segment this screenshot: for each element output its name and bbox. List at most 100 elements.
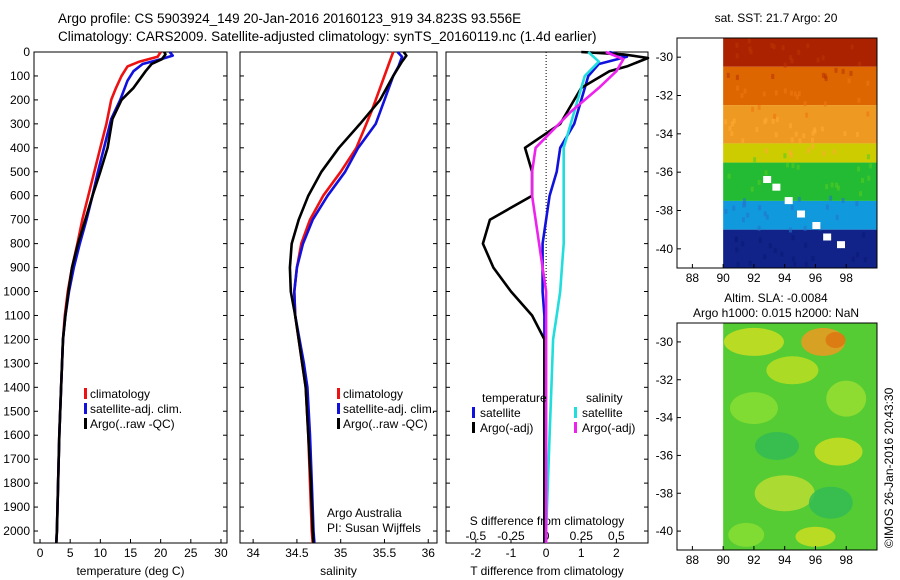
map-side-label: ©IMOS 26-Jan-2016 20:43:30 <box>882 387 896 548</box>
sst-speckle <box>821 55 825 61</box>
sst-speckle <box>834 67 838 73</box>
series-line-argorawqc <box>55 51 167 544</box>
y-tick-label: 1800 <box>3 476 30 490</box>
x-tick-label: 35.5 <box>373 546 397 560</box>
sst-speckle <box>823 101 827 107</box>
sst-speckle <box>868 163 872 169</box>
sst-speckle <box>857 97 861 103</box>
map-y-tick-label: -32 <box>656 373 674 387</box>
sst-speckle <box>736 261 740 267</box>
y-tick-label: 0 <box>23 45 30 59</box>
y-tick-label: 2000 <box>3 524 30 538</box>
legend-title: temperature <box>482 391 547 405</box>
y-tick-label: 1400 <box>3 380 30 394</box>
sst-speckle <box>743 88 747 94</box>
sst-speckle <box>862 232 866 238</box>
legend-title: salinity <box>586 391 623 405</box>
sla-blob <box>766 356 819 385</box>
annotation-line: Argo Australia <box>327 506 402 520</box>
map-x-tick-label: 96 <box>809 271 823 285</box>
sst-speckle <box>791 235 795 241</box>
legend-label: satellite-adj. clim. <box>90 402 182 416</box>
sst-speckle <box>741 138 745 144</box>
y-tick-label: 1200 <box>3 332 30 346</box>
sst-speckle <box>790 204 794 210</box>
legend-swatch <box>337 403 340 414</box>
legend-label: Argo(..raw -QC) <box>343 417 428 431</box>
sst-speckle <box>829 195 833 201</box>
sst-speckle <box>771 118 775 124</box>
sst-speckle <box>741 217 745 223</box>
sla-blob <box>825 332 846 349</box>
sst-speckle <box>790 137 794 143</box>
legend-label: climatology <box>90 387 150 401</box>
sst-speckle <box>774 132 778 138</box>
map-x-tick-label: 92 <box>747 553 761 567</box>
sst-speckle <box>797 196 801 202</box>
sst-speckle <box>783 153 787 159</box>
series-line-satellite <box>541 50 629 543</box>
sst-speckle <box>783 88 787 94</box>
x-tick-label: -2 <box>471 546 482 560</box>
sst-speckle <box>748 260 752 266</box>
sst-speckle <box>764 117 768 123</box>
sst-speckle <box>740 93 744 99</box>
sst-speckle <box>727 173 731 179</box>
sst-speckle <box>867 175 871 181</box>
sst-speckle <box>797 49 801 55</box>
masked-patch <box>763 176 772 183</box>
sst-band <box>723 143 877 163</box>
sla-blob <box>814 437 863 466</box>
sst-speckle <box>735 53 739 59</box>
y-tick-label: 300 <box>10 117 30 131</box>
map-x-tick-label: 98 <box>840 271 854 285</box>
sst-speckle <box>773 113 777 119</box>
sst-speckle <box>812 127 816 133</box>
map-x-tick-label: 88 <box>686 553 700 567</box>
sst-speckle <box>863 257 867 263</box>
series-line-argoadj <box>481 50 650 543</box>
sst-speckle <box>757 225 761 231</box>
sst-speckle <box>732 118 736 124</box>
map-x-tick-label: 90 <box>716 271 730 285</box>
sst-speckle <box>807 148 811 154</box>
sst-speckle <box>793 91 797 97</box>
sst-speckle <box>751 106 755 112</box>
map-frame <box>676 322 878 551</box>
sst-speckle <box>836 185 840 191</box>
x-tick-label: 34 <box>246 546 260 560</box>
legend-label: satellite <box>582 406 623 420</box>
sst-speckle <box>866 154 870 160</box>
x-axis-label: temperature (deg C) <box>76 564 184 578</box>
sst-speckle <box>803 225 807 231</box>
sst-speckle <box>763 254 767 260</box>
sst-speckle <box>785 162 789 168</box>
sst-speckle <box>802 133 806 139</box>
s-tick-label: 0.5 <box>608 529 625 543</box>
map-frame <box>676 37 878 269</box>
sst-speckle <box>771 74 775 80</box>
sst-speckle <box>811 144 815 150</box>
masked-patch <box>823 233 832 241</box>
sst-speckle <box>866 111 870 117</box>
sst-speckle <box>804 242 808 248</box>
legend-swatch <box>472 407 475 418</box>
x-axis-label: T difference from climatology <box>470 564 624 578</box>
sst-speckle <box>755 126 759 132</box>
legend-label: Argo(..raw -QC) <box>90 417 175 431</box>
sst-speckle <box>732 205 736 211</box>
sst-speckle <box>866 80 870 86</box>
masked-patch <box>837 241 845 249</box>
sst-speckle <box>773 248 777 254</box>
sst-speckle <box>830 182 834 188</box>
y-tick-label: 1700 <box>3 452 30 466</box>
sst-speckle <box>749 49 753 55</box>
sst-speckle <box>775 117 779 123</box>
sst-speckle <box>758 205 762 211</box>
sla-blob <box>728 522 765 547</box>
sst-speckle <box>791 256 795 262</box>
sst-speckle <box>835 182 839 188</box>
map-title-line: Altim. SLA: -0.0084 <box>724 291 828 305</box>
x-tick-label: 1 <box>578 546 585 560</box>
